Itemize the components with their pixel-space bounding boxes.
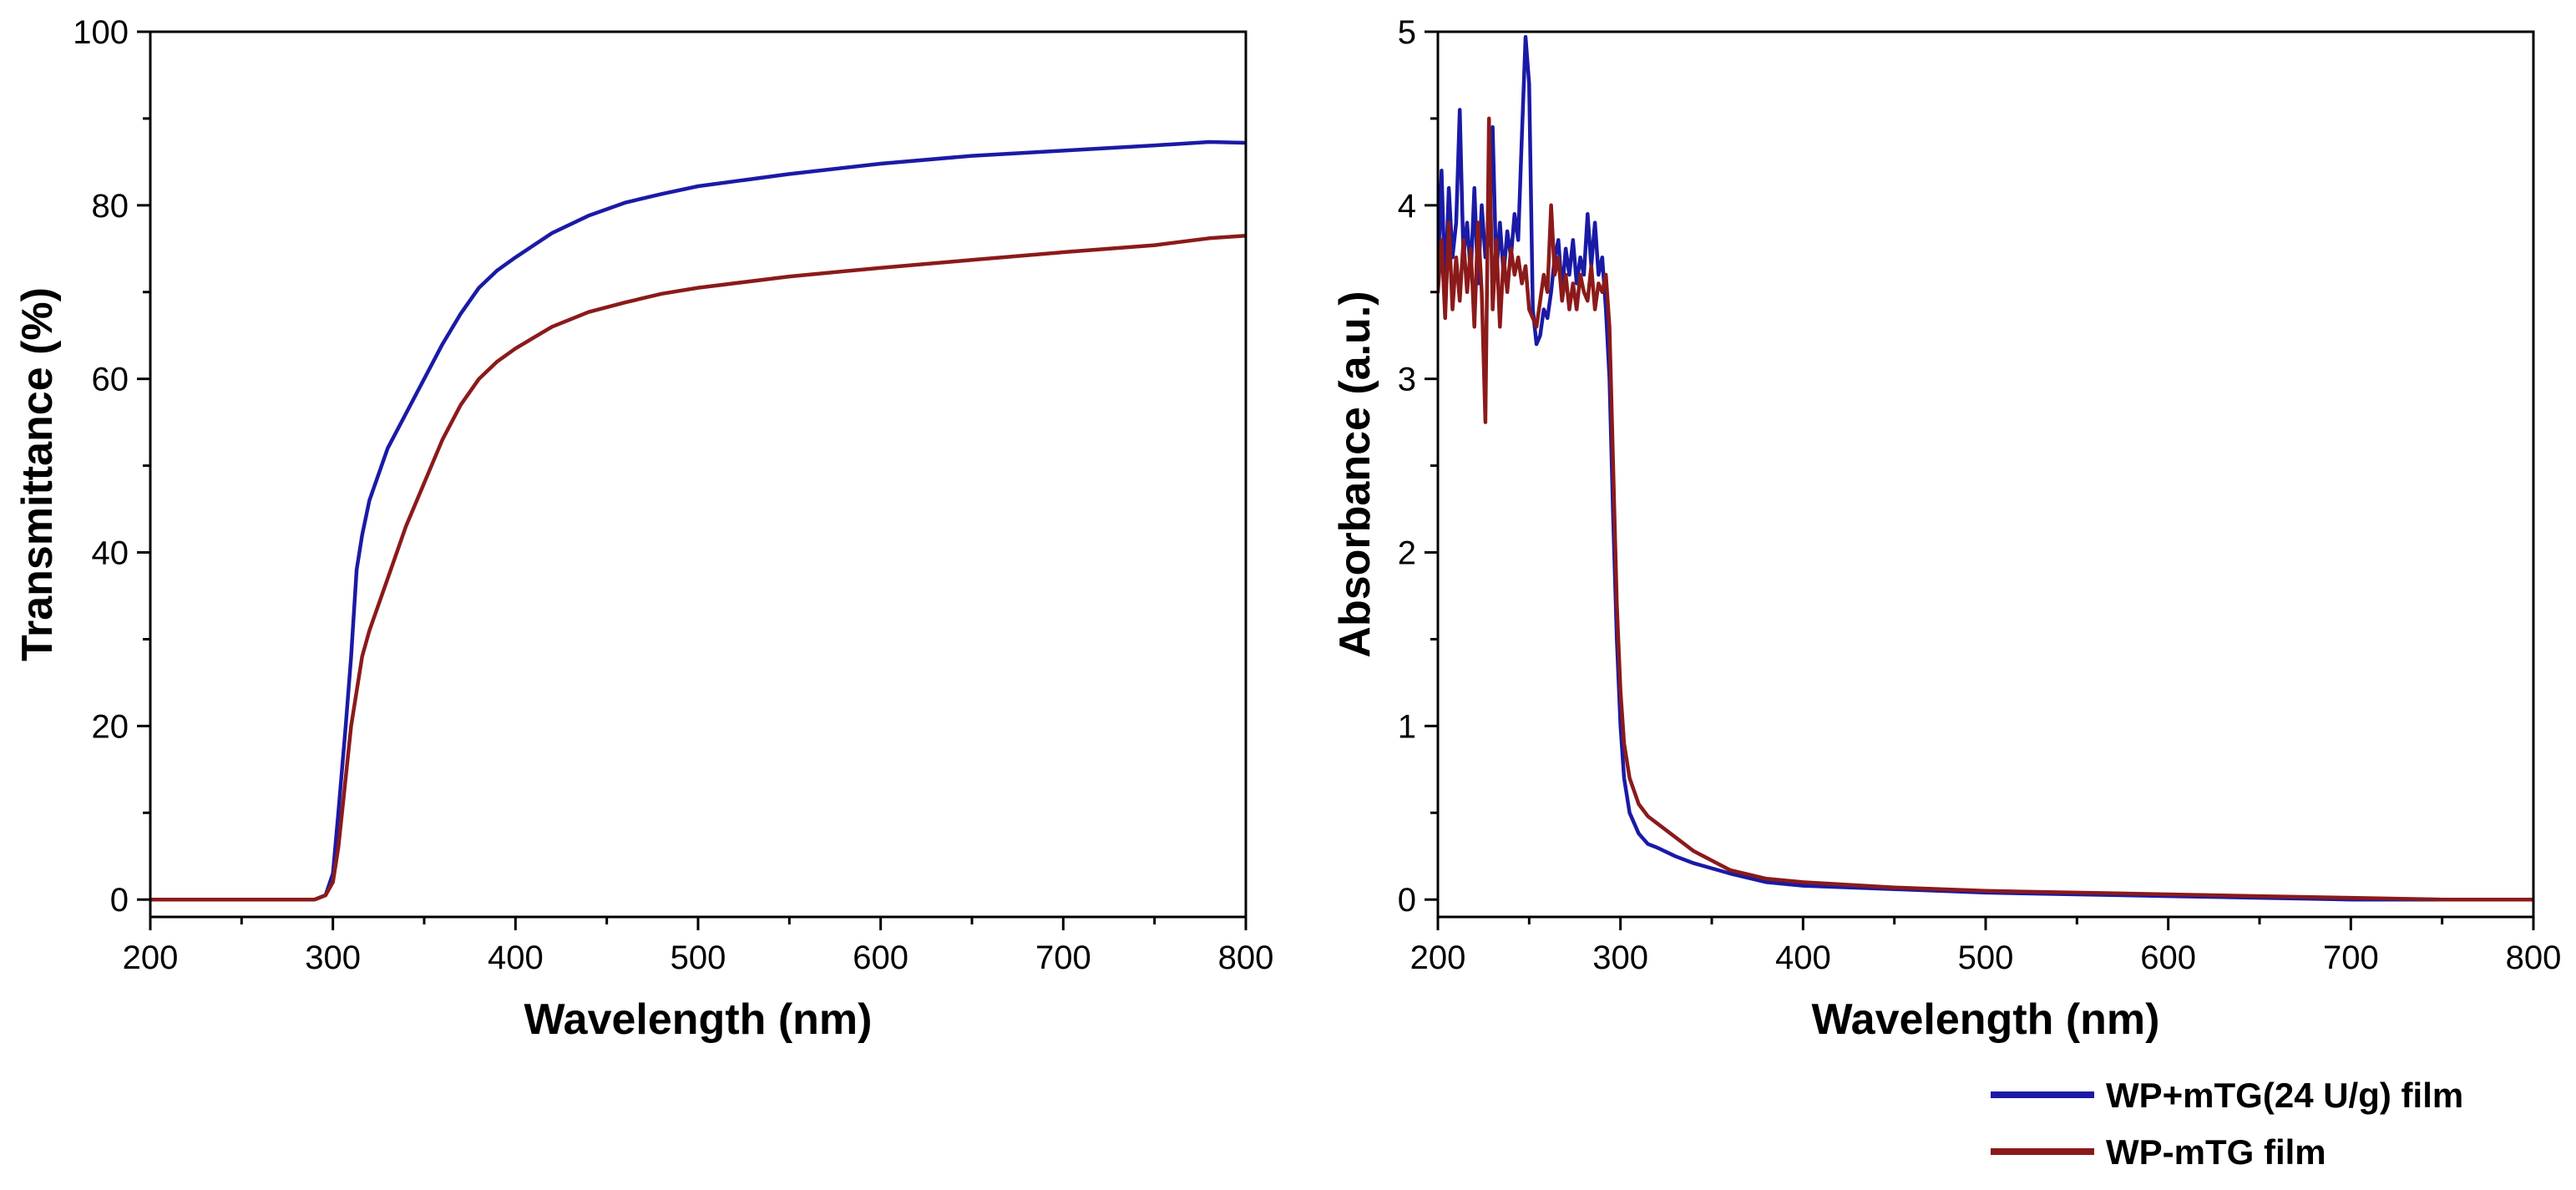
transmittance-x-tick-label: 300 xyxy=(305,939,361,976)
transmittance-x-tick-label: 200 xyxy=(123,939,179,976)
transmittance-x-axis-title: Wavelength (nm) xyxy=(524,995,873,1044)
transmittance-y-tick-label: 40 xyxy=(92,535,129,572)
transmittance-y-tick-label: 20 xyxy=(92,708,129,745)
transmittance-y-axis-title: Transmittance (%) xyxy=(13,287,62,661)
transmittance-y-tick-label: 0 xyxy=(110,882,129,919)
absorbance-y-tick-label: 3 xyxy=(1398,362,1416,398)
transmittance-x-tick-label: 500 xyxy=(671,939,726,976)
legend: WP+mTG(24 U/g) film WP-mTG film xyxy=(1991,1076,2463,1172)
absorbance-x-tick-label: 400 xyxy=(1775,939,1831,976)
absorbance-x-tick-label: 500 xyxy=(1958,939,2014,976)
absorbance-ticks: 200 300 400 500 600 700 800 0 1 2 3 4 5 xyxy=(1398,14,2562,976)
legend-label-wp-mtg-24: WP+mTG(24 U/g) film xyxy=(2106,1076,2463,1115)
transmittance-x-tick-label: 700 xyxy=(1035,939,1091,976)
transmittance-x-tick-label: 600 xyxy=(853,939,908,976)
absorbance-series-line-1 xyxy=(1438,116,2533,902)
transmittance-ticks: 200 300 400 500 600 700 800 0 20 40 60 80 100 xyxy=(73,14,1273,976)
absorbance-y-axis-title: Absorbance (a.u.) xyxy=(1331,291,1379,657)
transmittance-y-tick-label: 100 xyxy=(73,14,129,51)
absorbance-chart: 200 300 400 500 600 700 800 0 1 2 3 4 5 Wavelength (… xyxy=(1331,14,2561,1044)
absorbance-x-tick-label: 600 xyxy=(2140,939,2196,976)
transmittance-series-layer xyxy=(150,139,1246,902)
absorbance-x-axis-title: Wavelength (nm) xyxy=(1812,995,2160,1044)
absorbance-x-tick-label: 700 xyxy=(2323,939,2379,976)
absorbance-y-tick-label: 4 xyxy=(1398,188,1416,225)
transmittance-x-tick-label: 400 xyxy=(488,939,544,976)
absorbance-y-tick-label: 5 xyxy=(1398,14,1416,51)
transmittance-y-tick-label: 80 xyxy=(92,188,129,225)
absorbance-y-tick-label: 0 xyxy=(1398,882,1416,919)
absorbance-y-tick-label: 1 xyxy=(1398,708,1416,745)
transmittance-chart: 200 300 400 500 600 700 800 0 20 40 60 80 100 Wavele… xyxy=(13,14,1273,1044)
absorbance-series-layer xyxy=(1438,34,2533,902)
absorbance-x-tick-label: 800 xyxy=(2506,939,2562,976)
transmittance-series-line-0 xyxy=(150,139,1246,902)
transmittance-x-tick-label: 800 xyxy=(1218,939,1274,976)
transmittance-series-line-1 xyxy=(150,233,1246,902)
transmittance-y-tick-label: 60 xyxy=(92,362,129,398)
absorbance-y-tick-label: 2 xyxy=(1398,535,1416,572)
absorbance-x-tick-label: 200 xyxy=(1410,939,1466,976)
legend-label-wp-mtg: WP-mTG film xyxy=(2106,1132,2326,1172)
absorbance-x-tick-label: 300 xyxy=(1592,939,1648,976)
